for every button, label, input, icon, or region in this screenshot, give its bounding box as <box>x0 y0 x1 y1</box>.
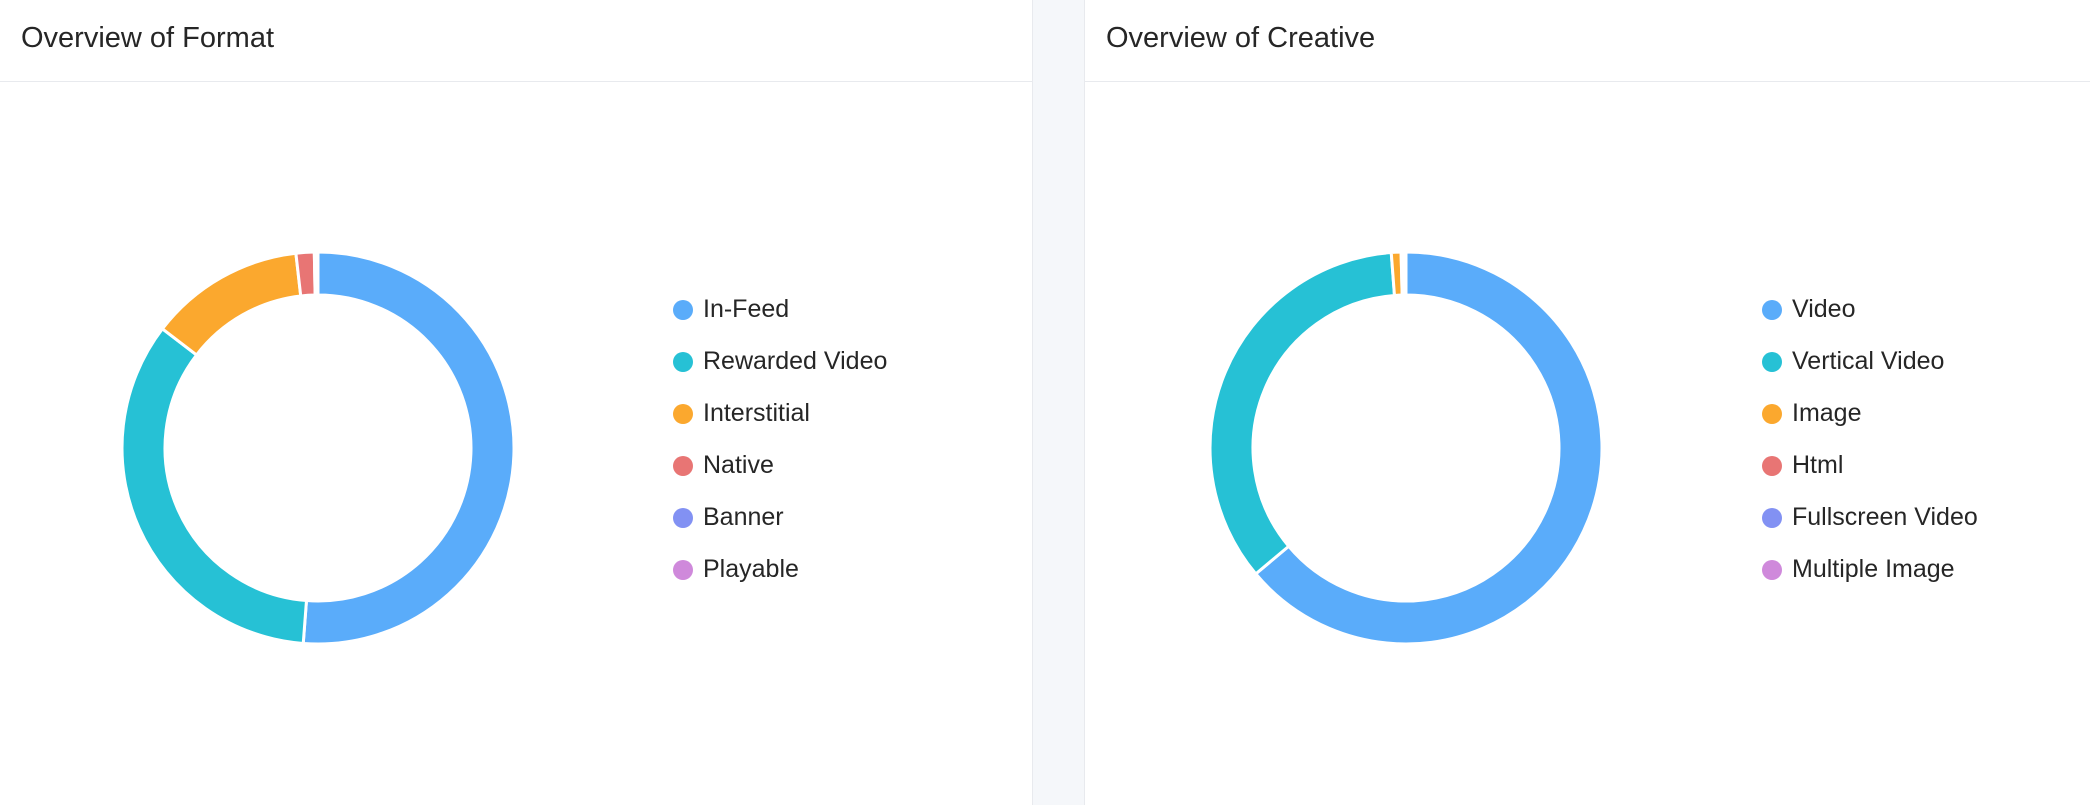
format-panel: Overview of Format In-Feed Rewarded Video… <box>0 0 1033 805</box>
legend-marker-playable <box>673 560 693 580</box>
format-legend: In-Feed Rewarded Video Interstitial Native B… <box>673 294 887 606</box>
legend-marker-video <box>1762 300 1782 320</box>
legend-marker-interstitial <box>673 404 693 424</box>
legend-label-vertical-video: Vertical Video <box>1792 347 1945 375</box>
creative-legend: Video Vertical Video Image Html Fullscreen V… <box>1762 294 1978 606</box>
legend-item-multiple-image[interactable]: Multiple Image <box>1762 554 1978 606</box>
legend-item-in-feed[interactable]: In-Feed <box>673 294 887 346</box>
creative-panel-title: Overview of Creative <box>1106 22 1376 54</box>
slice-multiple-image[interactable] <box>1403 250 1408 297</box>
legend-label-native: Native <box>703 451 774 479</box>
legend-item-html[interactable]: Html <box>1762 450 1978 502</box>
legend-label-video: Video <box>1792 295 1856 323</box>
legend-label-interstitial: Interstitial <box>703 399 810 427</box>
legend-marker-in-feed <box>673 300 693 320</box>
legend-item-interstitial[interactable]: Interstitial <box>673 398 887 450</box>
slice-video[interactable] <box>1254 250 1604 646</box>
legend-label-banner: Banner <box>703 503 784 531</box>
legend-label-playable: Playable <box>703 555 799 583</box>
creative-panel: Overview of Creative Video Vertical Video… <box>1084 0 2090 805</box>
legend-marker-fullscreen-video <box>1762 508 1782 528</box>
legend-item-banner[interactable]: Banner <box>673 502 887 554</box>
legend-item-image[interactable]: Image <box>1762 398 1978 450</box>
legend-item-vertical-video[interactable]: Vertical Video <box>1762 346 1978 398</box>
legend-label-html: Html <box>1792 451 1844 479</box>
legend-label-in-feed: In-Feed <box>703 295 790 323</box>
slice-vertical-video[interactable] <box>1208 251 1396 576</box>
creative-donut-chart <box>1208 250 1604 646</box>
legend-marker-image <box>1762 404 1782 424</box>
slice-in-feed[interactable] <box>301 250 516 646</box>
slice-playable[interactable] <box>315 250 320 297</box>
format-donut-chart <box>120 250 516 646</box>
format-panel-header: Overview of Format <box>0 0 1032 82</box>
legend-item-native[interactable]: Native <box>673 450 887 502</box>
slice-interstitial[interactable] <box>160 251 303 357</box>
legend-marker-banner <box>673 508 693 528</box>
format-panel-title: Overview of Format <box>21 22 274 54</box>
slice-rewarded-video[interactable] <box>120 327 308 645</box>
legend-marker-html <box>1762 456 1782 476</box>
legend-item-video[interactable]: Video <box>1762 294 1978 346</box>
legend-marker-multiple-image <box>1762 560 1782 580</box>
legend-item-fullscreen-video[interactable]: Fullscreen Video <box>1762 502 1978 554</box>
slice-native[interactable] <box>294 250 317 298</box>
creative-panel-header: Overview of Creative <box>1085 0 2090 82</box>
legend-item-rewarded-video[interactable]: Rewarded Video <box>673 346 887 398</box>
legend-label-image: Image <box>1792 399 1862 427</box>
legend-label-multiple-image: Multiple Image <box>1792 555 1955 583</box>
legend-marker-rewarded-video <box>673 352 693 372</box>
legend-label-fullscreen-video: Fullscreen Video <box>1792 503 1978 531</box>
legend-marker-native <box>673 456 693 476</box>
legend-marker-vertical-video <box>1762 352 1782 372</box>
legend-label-rewarded-video: Rewarded Video <box>703 347 888 375</box>
legend-item-playable[interactable]: Playable <box>673 554 887 606</box>
